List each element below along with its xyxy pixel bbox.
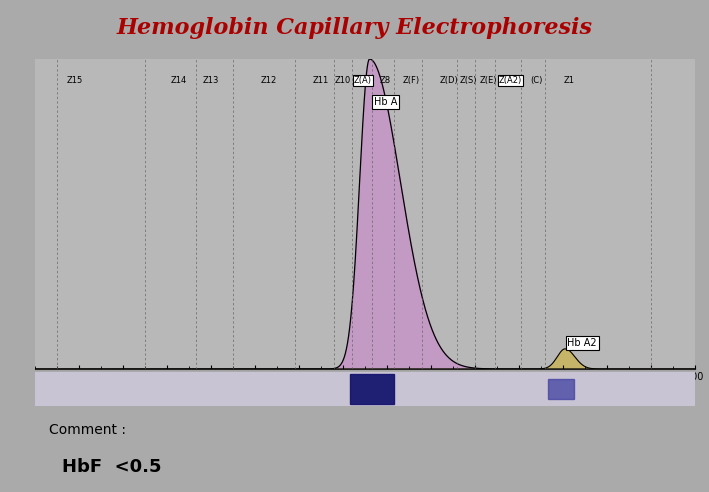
Text: Z14: Z14 bbox=[170, 76, 186, 86]
Text: Z(F): Z(F) bbox=[403, 76, 420, 86]
Text: (C): (C) bbox=[530, 76, 543, 86]
Text: Hb A: Hb A bbox=[374, 97, 397, 107]
Text: Z1: Z1 bbox=[564, 76, 575, 86]
Text: Z(S): Z(S) bbox=[459, 76, 477, 86]
Text: Z(A): Z(A) bbox=[354, 76, 372, 86]
Text: Z11: Z11 bbox=[313, 76, 329, 86]
Bar bbox=[350, 374, 393, 404]
Text: Hemoglobin Capillary Electrophoresis: Hemoglobin Capillary Electrophoresis bbox=[116, 17, 593, 39]
Text: Z(E): Z(E) bbox=[479, 76, 497, 86]
Text: Z12: Z12 bbox=[260, 76, 277, 86]
Text: Z(A2): Z(A2) bbox=[498, 76, 522, 86]
Text: HbF  <0.5: HbF <0.5 bbox=[62, 458, 162, 476]
Text: Hb A2: Hb A2 bbox=[567, 338, 597, 348]
Text: Z13: Z13 bbox=[203, 76, 220, 86]
Text: Z8: Z8 bbox=[379, 76, 391, 86]
Text: Z10: Z10 bbox=[335, 76, 351, 86]
Text: Comment :: Comment : bbox=[49, 423, 125, 437]
Bar bbox=[547, 379, 574, 399]
Text: Z(D): Z(D) bbox=[440, 76, 458, 86]
Text: Z15: Z15 bbox=[67, 76, 83, 86]
